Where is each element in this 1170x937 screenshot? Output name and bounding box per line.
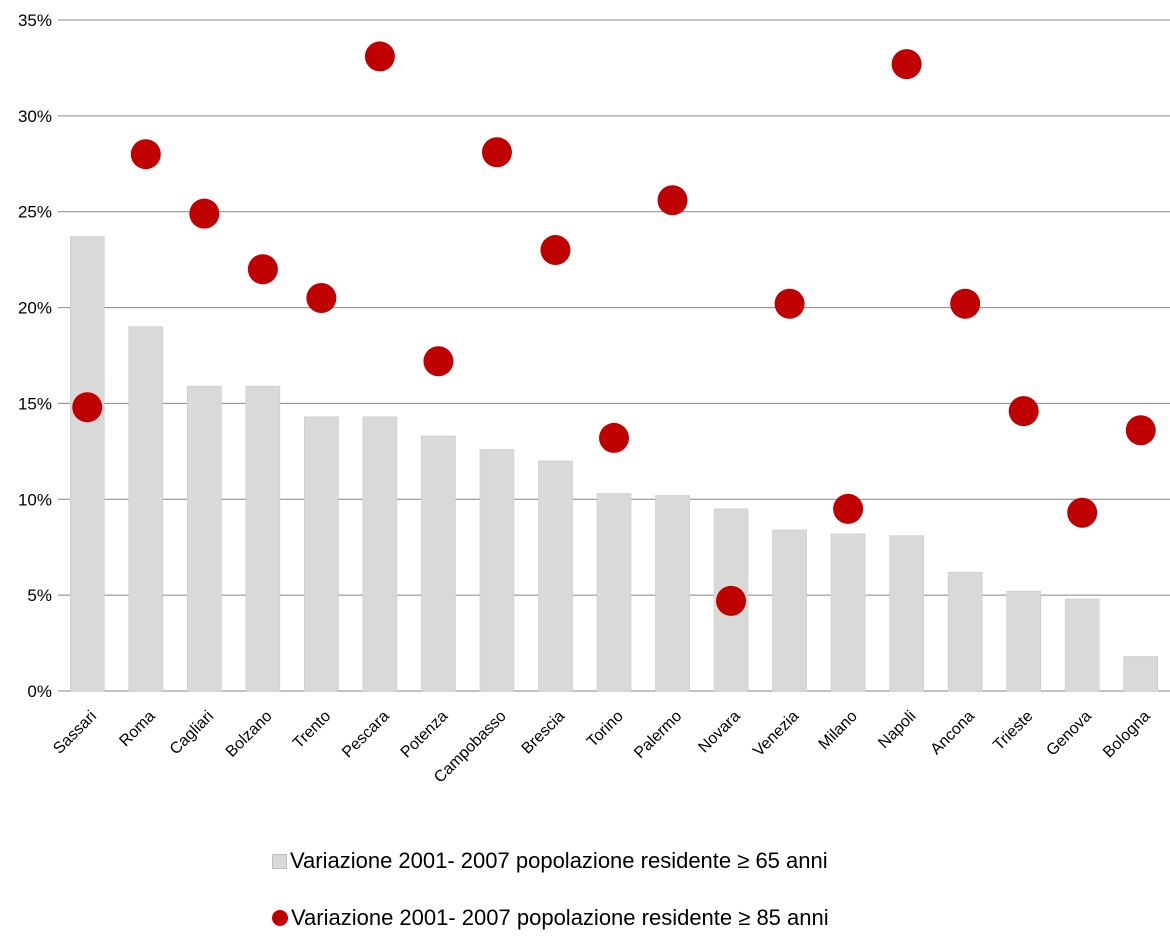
bar-venezia [772, 529, 807, 692]
x-tick-label: Cagliari [167, 708, 217, 758]
bar-bologna [1123, 656, 1159, 692]
dot-bologna [1125, 415, 1156, 446]
y-tick-label: 20% [18, 299, 52, 318]
dot-cagliari [189, 198, 220, 229]
x-tick-label: Palermo [631, 708, 685, 762]
bar-ancona [947, 571, 983, 692]
bar-potenza [421, 435, 456, 692]
x-tick-label: Trento [290, 708, 334, 752]
x-tick-label: Milano [816, 708, 861, 753]
x-tick-label: Ancona [928, 708, 978, 758]
dot-sassari [72, 392, 103, 423]
y-tick-label: 30% [18, 107, 52, 126]
dot-trieste [1008, 396, 1039, 427]
bar-brescia [538, 460, 573, 692]
bar-campobasso [479, 449, 515, 692]
dot-campobasso [481, 137, 512, 168]
legend-dot-label: Variazione 2001- 2007 popolazione reside… [291, 905, 829, 930]
dot-bolzano [247, 254, 278, 285]
y-tick-label: 35% [18, 11, 52, 30]
x-tick-label: Bolzano [223, 708, 276, 761]
dot-pescara [364, 41, 395, 72]
bar-pescara [362, 416, 398, 692]
bar-trento [304, 416, 339, 692]
y-tick-label: 15% [18, 394, 52, 413]
dot-trento [306, 282, 337, 313]
x-tick-label: Torino [584, 708, 627, 751]
bar-genova [1064, 598, 1100, 692]
dot-torino [599, 422, 629, 453]
dot-ancona [950, 288, 981, 319]
bar-series [69, 236, 1159, 692]
x-tick-label: Potenza [398, 708, 452, 762]
chart: 0% 5% 10% 15% 20% 25% 30% 35% Sassari Roma Caglia… [18, 11, 1170, 787]
dot-milano [833, 493, 864, 524]
bar-milano [830, 533, 866, 692]
bar-trieste [1006, 591, 1041, 692]
y-tick-label: 5% [27, 586, 52, 605]
dot-genova [1067, 497, 1098, 528]
dot-palermo [657, 185, 688, 216]
legend-bar-label: Variazione 2001- 2007 popolazione reside… [290, 848, 828, 873]
dot-series [72, 41, 1156, 616]
x-tick-label: Venezia [750, 708, 802, 760]
bar-torino [596, 493, 632, 692]
bar-bolzano [245, 385, 281, 692]
bar-sassari [69, 236, 105, 692]
dot-potenza [423, 346, 454, 377]
dot-novara [716, 585, 747, 616]
bar-napoli [889, 535, 924, 692]
x-tick-label: Trieste [990, 708, 1036, 754]
y-tick-label: 0% [27, 682, 52, 701]
x-tick-label: Pescara [339, 708, 393, 762]
x-tick-label: Sassari [50, 708, 100, 758]
y-tick-label: 10% [18, 490, 52, 509]
legend-item-85: Variazione 2001- 2007 popolazione reside… [272, 905, 829, 931]
dot-venezia [774, 288, 805, 319]
x-tick-label: Brescia [519, 708, 569, 758]
x-axis-categories: Sassari Roma Cagliari Bolzano Trento Pescara P… [50, 708, 1153, 787]
legend-bar-swatch [272, 853, 287, 869]
bar-roma [128, 326, 164, 692]
y-axis-ticks: 0% 5% 10% 15% 20% 25% 30% 35% [18, 11, 52, 701]
bar-cagliari [187, 385, 222, 692]
dot-napoli [891, 49, 922, 80]
x-tick-label: Napoli [875, 708, 919, 752]
dot-brescia [540, 235, 571, 266]
x-tick-label: Bologna [1100, 708, 1154, 762]
dot-roma [130, 139, 161, 170]
bar-palermo [655, 495, 690, 692]
y-tick-label: 25% [18, 203, 52, 222]
x-tick-label: Roma [116, 708, 158, 750]
x-tick-label: Novara [695, 708, 744, 757]
legend-item-65: Variazione 2001- 2007 popolazione reside… [272, 848, 828, 874]
x-tick-label: Genova [1043, 708, 1095, 760]
legend-dot-swatch [272, 910, 288, 926]
